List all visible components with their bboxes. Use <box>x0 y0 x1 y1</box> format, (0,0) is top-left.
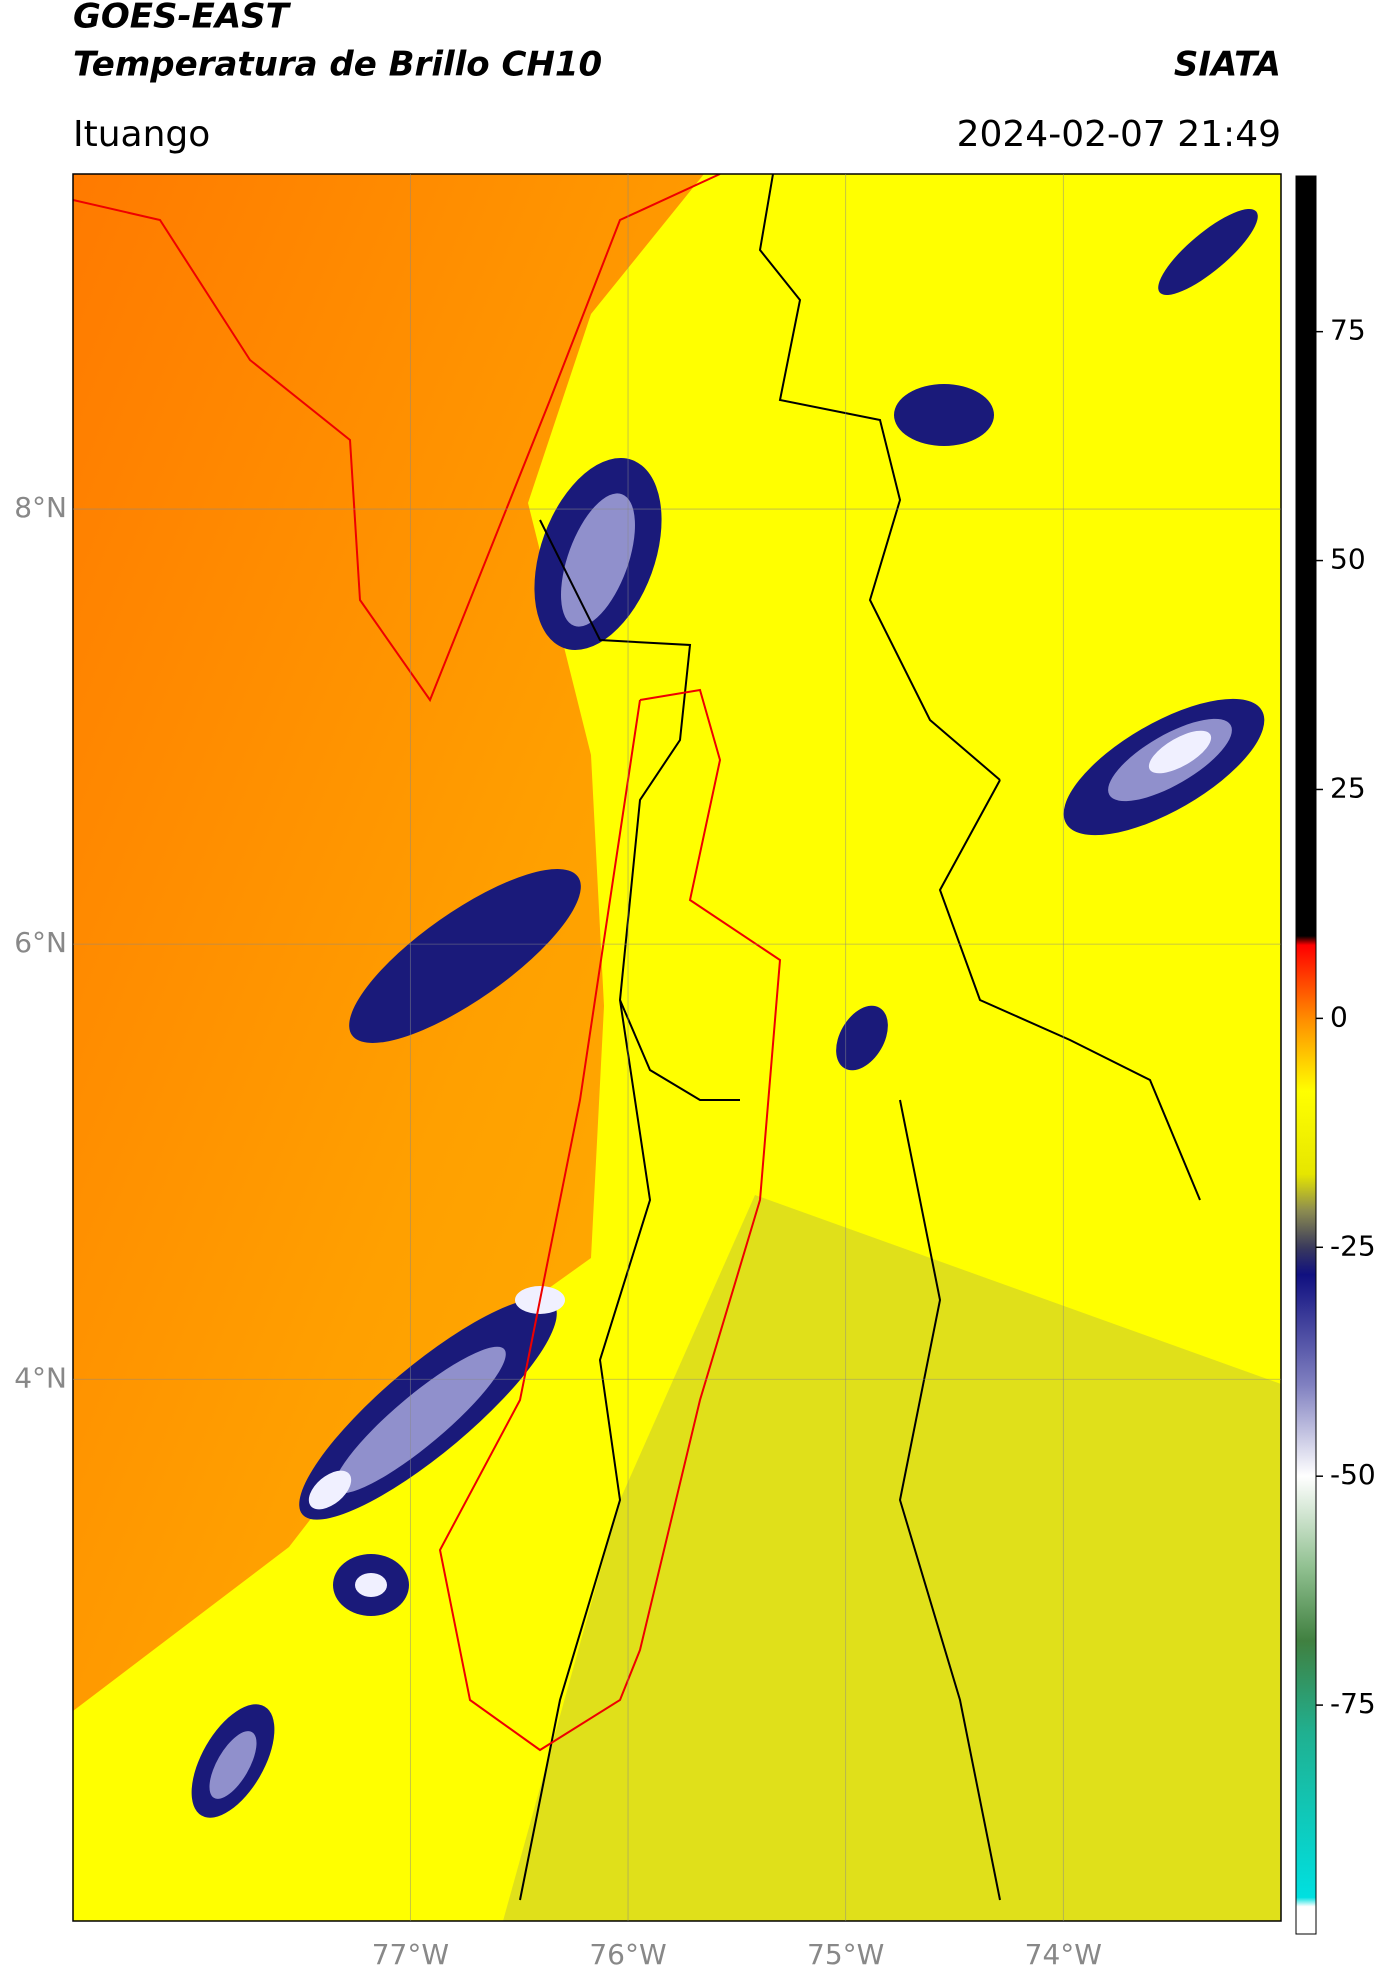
title: GOES-EAST <box>73 0 292 37</box>
lat-tick-label: 6°N <box>14 926 67 959</box>
lon-tick-label: 75°W <box>807 1938 884 1971</box>
colorbar-tick-label: -50 <box>1330 1458 1376 1491</box>
source: SIATA <box>1174 45 1281 85</box>
lat-tick-label: 8°N <box>14 491 67 524</box>
colorbar-tick-label: 75 <box>1330 314 1366 347</box>
colorbar-fill <box>1295 175 1317 1935</box>
lon-tick-label: 77°W <box>372 1938 449 1971</box>
lat-tick-label: 4°N <box>14 1361 67 1394</box>
graticule: 4°N 6°N 8°N 77°W 76°W 75°W 74°W <box>14 174 1281 1971</box>
colorbar-tick-label: -75 <box>1330 1687 1376 1720</box>
colorbar-tick-label: 25 <box>1330 771 1366 804</box>
colorbar-tick-label: -25 <box>1330 1229 1376 1262</box>
subtitle: Temperatura de Brillo CH10 <box>73 45 602 85</box>
colorbar: -75 -50 -25 0 25 50 75 <box>1295 175 1376 1935</box>
datetime: 2024-02-07 21:49 <box>957 114 1281 155</box>
location: Ituango <box>73 114 210 155</box>
lon-tick-label: 76°W <box>589 1938 666 1971</box>
colorbar-tick-label: 50 <box>1330 543 1366 576</box>
lon-tick-label: 74°W <box>1025 1938 1102 1971</box>
map-image <box>73 174 1281 1921</box>
colorbar-tick-label: 0 <box>1330 1000 1348 1033</box>
map-frame <box>72 173 1282 1922</box>
